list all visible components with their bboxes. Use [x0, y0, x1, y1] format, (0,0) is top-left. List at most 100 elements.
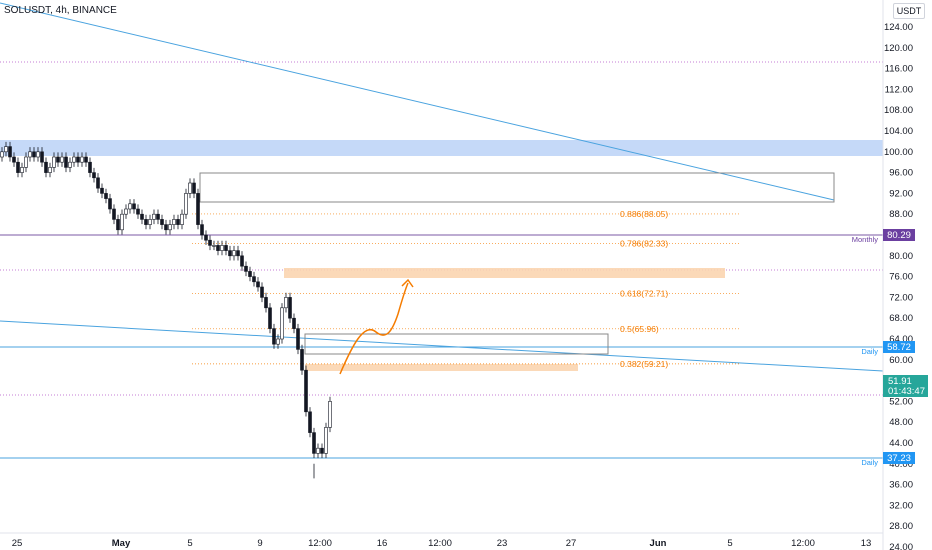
- candle[interactable]: [48, 162, 52, 178]
- candle[interactable]: [76, 152, 80, 167]
- candle[interactable]: [228, 245, 232, 261]
- candle[interactable]: [220, 240, 224, 256]
- candle[interactable]: [8, 141, 12, 162]
- candle[interactable]: [60, 152, 64, 167]
- candle[interactable]: [16, 157, 20, 178]
- candle[interactable]: [268, 303, 272, 334]
- candle[interactable]: [84, 152, 88, 167]
- candle[interactable]: [28, 147, 32, 162]
- candle[interactable]: [24, 152, 28, 173]
- candle[interactable]: [264, 292, 268, 313]
- candle[interactable]: [56, 152, 60, 167]
- candle[interactable]: [216, 240, 220, 256]
- candle[interactable]: [152, 209, 156, 225]
- candle[interactable]: [292, 313, 296, 334]
- orange-zone-upper[interactable]: [284, 268, 725, 278]
- candle[interactable]: [72, 152, 76, 167]
- candle[interactable]: [20, 162, 24, 178]
- candle[interactable]: [136, 204, 140, 219]
- candle[interactable]: [104, 188, 108, 204]
- candle[interactable]: [272, 323, 276, 349]
- candle[interactable]: [12, 152, 16, 167]
- candle[interactable]: [4, 141, 8, 157]
- price-tick-label: 32.00: [889, 500, 913, 511]
- candle[interactable]: [236, 245, 240, 261]
- candle[interactable]: [256, 277, 260, 292]
- blue-resistance-zone[interactable]: [0, 140, 883, 156]
- candle[interactable]: [172, 214, 176, 230]
- candle[interactable]: [112, 204, 116, 225]
- candle[interactable]: [276, 334, 280, 349]
- candle[interactable]: [284, 292, 288, 313]
- candle[interactable]: [244, 261, 248, 277]
- candle[interactable]: [100, 183, 104, 199]
- candle[interactable]: [200, 219, 204, 240]
- orange-zone-lower[interactable]: [305, 364, 578, 371]
- target-box[interactable]: [304, 333, 609, 355]
- candle[interactable]: [140, 209, 144, 225]
- candle[interactable]: [252, 271, 256, 287]
- candle[interactable]: [160, 214, 164, 230]
- price-tick-label: 36.00: [889, 480, 913, 491]
- candle[interactable]: [168, 219, 172, 235]
- candle[interactable]: [212, 240, 216, 251]
- supply-box[interactable]: [199, 172, 835, 203]
- price-tick-label: 92.00: [889, 188, 913, 199]
- price-tick-label: 60.00: [889, 355, 913, 366]
- candle[interactable]: [92, 167, 96, 183]
- candle[interactable]: [116, 214, 120, 235]
- candle[interactable]: [196, 188, 200, 230]
- candle[interactable]: [204, 230, 208, 245]
- candle[interactable]: [68, 157, 72, 173]
- candle[interactable]: [88, 157, 92, 178]
- price-tick-label: 48.00: [889, 417, 913, 428]
- lower-trendline[interactable]: [0, 320, 884, 372]
- candle[interactable]: [40, 147, 44, 167]
- candle[interactable]: [240, 251, 244, 271]
- candle[interactable]: [64, 152, 68, 173]
- candle[interactable]: [164, 219, 168, 235]
- candle[interactable]: [128, 199, 132, 214]
- candle[interactable]: [232, 245, 236, 261]
- candle[interactable]: [176, 214, 180, 230]
- candle[interactable]: [132, 199, 136, 214]
- candle[interactable]: [316, 443, 320, 459]
- candle[interactable]: [184, 188, 188, 219]
- candle[interactable]: [96, 173, 100, 193]
- candle[interactable]: [32, 147, 36, 162]
- candle[interactable]: [304, 365, 308, 417]
- candle[interactable]: [120, 209, 124, 235]
- candle[interactable]: [80, 152, 84, 167]
- candle[interactable]: [224, 240, 228, 256]
- candle[interactable]: [0, 147, 4, 162]
- candle[interactable]: [312, 427, 316, 459]
- currency-button[interactable]: USDT: [893, 3, 925, 19]
- descending-trendline[interactable]: [0, 2, 835, 201]
- candle[interactable]: [44, 157, 48, 178]
- projection-path[interactable]: [339, 282, 409, 375]
- candle[interactable]: [36, 147, 40, 162]
- candle[interactable]: [328, 396, 332, 433]
- candle[interactable]: [148, 214, 152, 230]
- candle[interactable]: [156, 209, 160, 225]
- projection-arrowhead[interactable]: [401, 278, 414, 288]
- candle[interactable]: [124, 204, 128, 219]
- candle[interactable]: [260, 282, 264, 303]
- candle[interactable]: [208, 235, 212, 251]
- candle[interactable]: [308, 407, 312, 438]
- candle[interactable]: [324, 422, 328, 459]
- candle[interactable]: [280, 303, 284, 344]
- candle[interactable]: [188, 178, 192, 199]
- candle[interactable]: [52, 152, 56, 173]
- candle[interactable]: [320, 443, 324, 459]
- candle[interactable]: [300, 344, 304, 375]
- candle[interactable]: [180, 209, 184, 230]
- candle[interactable]: [248, 266, 252, 282]
- candle[interactable]: [108, 193, 112, 214]
- candle[interactable]: [288, 292, 292, 323]
- candle[interactable]: [192, 178, 196, 199]
- candle[interactable]: [144, 214, 148, 230]
- time-axis-label: May: [112, 538, 131, 549]
- candle[interactable]: [296, 323, 300, 355]
